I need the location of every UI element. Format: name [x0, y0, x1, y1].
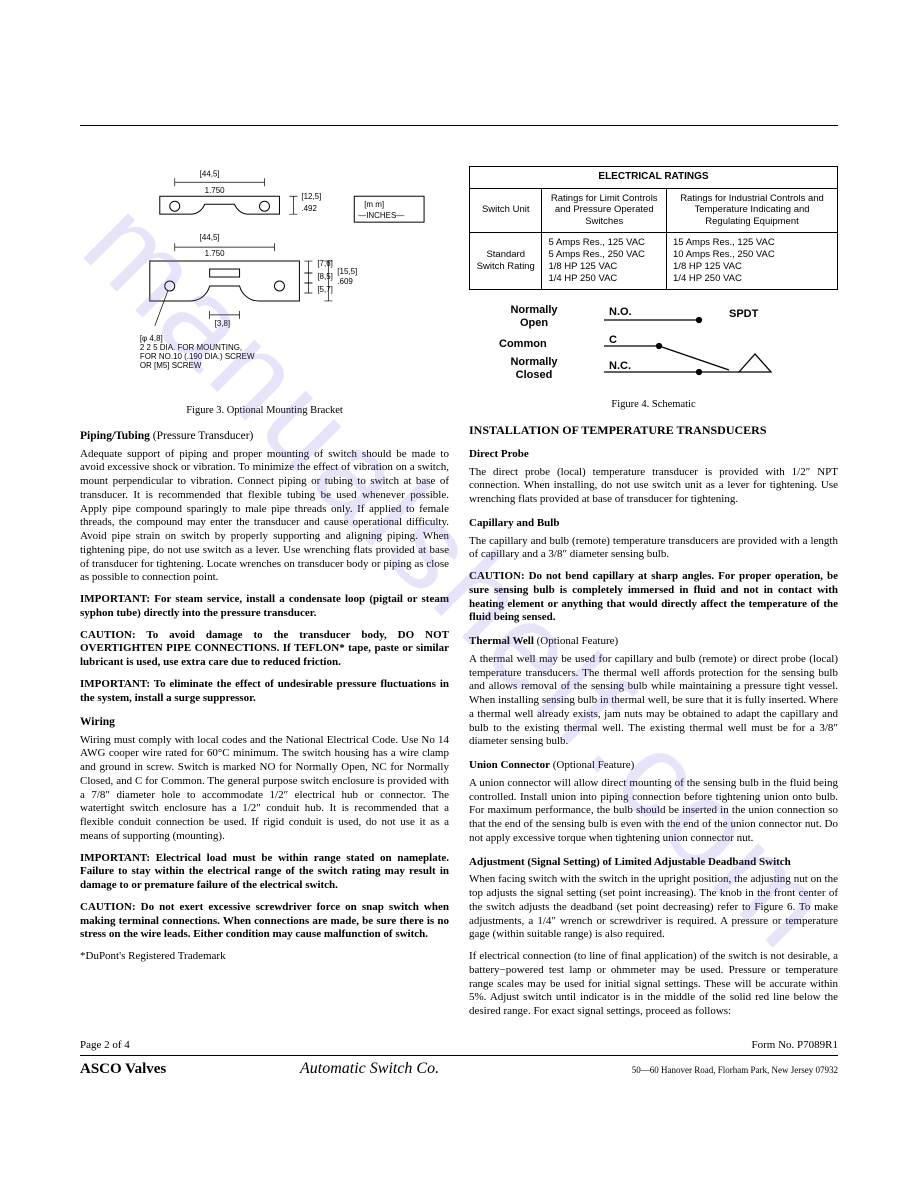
piping-heading: Piping/Tubing (Pressure Transducer) — [80, 429, 449, 443]
piping-body: Adequate support of piping and proper mo… — [80, 448, 449, 586]
page-number: Page 2 of 4 — [80, 1039, 130, 1051]
left-column: [44,5] 1.750 [12,5] .492 [m m] —INCHES— — [80, 166, 449, 1027]
table-h1: Switch Unit — [470, 188, 542, 233]
table-h2: Ratings for Limit Controls and Pressure … — [542, 188, 667, 233]
svg-text:[44,5]: [44,5] — [200, 233, 220, 242]
table-r1c1: Standard Switch Rating — [470, 233, 542, 290]
schematic-figure: Normally Open Common Normally Closed N.O… — [469, 300, 838, 390]
svg-text:OR [M5] SCREW: OR [M5] SCREW — [140, 361, 202, 370]
table-h3: Ratings for Industrial Controls and Temp… — [667, 188, 838, 233]
top-rule — [80, 125, 838, 126]
table-r1c3: 15 Amps Res., 125 VAC 10 Amps Res., 250 … — [667, 233, 838, 290]
svg-text:[8,5]: [8,5] — [317, 272, 333, 281]
thermal-well-body: A thermal well may be used for capillary… — [469, 653, 838, 749]
thermal-well-heading: Thermal Well (Optional Feature) — [469, 635, 838, 649]
page: manualshelf.com [44,5 — [0, 0, 918, 1138]
svg-text:[3,8]: [3,8] — [215, 319, 231, 328]
brand: ASCO Valves — [80, 1061, 300, 1078]
capillary-body: The capillary and bulb (remote) temperat… — [469, 535, 838, 563]
two-column-layout: [44,5] 1.750 [12,5] .492 [m m] —INCHES— — [80, 166, 838, 1027]
figure-3-caption: Figure 3. Optional Mounting Bracket — [80, 404, 449, 417]
svg-text:[7,6]: [7,6] — [317, 259, 333, 268]
svg-text:.492: .492 — [301, 204, 317, 213]
footer-rule — [80, 1055, 838, 1056]
capillary-caution: CAUTION: Do not bend capillary at sharp … — [469, 570, 838, 625]
caution-overtighten: CAUTION: To avoid damage to the transduc… — [80, 629, 449, 670]
footer-row-2: ASCO Valves Automatic Switch Co. 50—60 H… — [80, 1060, 838, 1078]
adjustment-body-1: When facing switch with the switch in th… — [469, 873, 838, 942]
table-r1c2: 5 Amps Res., 125 VAC 5 Amps Res., 250 VA… — [542, 233, 667, 290]
electrical-ratings-table: ELECTRICAL RATINGS Switch Unit Ratings f… — [469, 166, 838, 290]
direct-probe-body: The direct probe (local) temperature tra… — [469, 466, 838, 507]
adjustment-body-2: If electrical connection (to line of fin… — [469, 950, 838, 1019]
wiring-heading: Wiring — [80, 715, 449, 729]
adjustment-heading: Adjustment (Signal Setting) of Limited A… — [469, 856, 838, 870]
svg-text:[12,5]: [12,5] — [301, 192, 321, 201]
capillary-heading: Capillary and Bulb — [469, 517, 838, 531]
svg-text:.609: .609 — [337, 277, 353, 286]
svg-text:[φ 4,8]: [φ 4,8] — [140, 334, 163, 343]
install-heading: INSTALLATION OF TEMPERATURE TRANSDUCERS — [469, 423, 838, 438]
svg-text:[5,7]: [5,7] — [317, 285, 333, 294]
svg-text:[m m]: [m m] — [364, 200, 384, 209]
svg-text:[15,5]: [15,5] — [337, 267, 357, 276]
form-number: Form No. P7089R1 — [752, 1039, 839, 1051]
mounting-bracket-figure: [44,5] 1.750 [12,5] .492 [m m] —INCHES— — [80, 166, 449, 396]
direct-probe-heading: Direct Probe — [469, 448, 838, 462]
address: 50—60 Hanover Road, Florham Park, New Je… — [558, 1065, 838, 1075]
dim-top-w: [44,5] — [200, 169, 220, 178]
svg-text:FOR NO.10 (.190 DIA.) SCREW: FOR NO.10 (.190 DIA.) SCREW — [140, 352, 255, 361]
figure-4-caption: Figure 4. Schematic — [469, 398, 838, 411]
wiring-body: Wiring must comply with local codes and … — [80, 734, 449, 844]
important-steam: IMPORTANT: For steam service, install a … — [80, 593, 449, 621]
svg-text:2 2 5 DIA. FOR MOUNTING,: 2 2 5 DIA. FOR MOUNTING, — [140, 343, 242, 352]
table-title: ELECTRICAL RATINGS — [470, 167, 838, 189]
right-column: ELECTRICAL RATINGS Switch Unit Ratings f… — [469, 166, 838, 1027]
trademark-note: *DuPont's Registered Trademark — [80, 950, 449, 964]
footer-row-1: Page 2 of 4 Form No. P7089R1 — [80, 1039, 838, 1051]
svg-text:1.750: 1.750 — [205, 249, 226, 258]
union-heading: Union Connector (Optional Feature) — [469, 759, 838, 773]
caution-screwdriver: CAUTION: Do not exert excessive screwdri… — [80, 901, 449, 942]
important-load: IMPORTANT: Electrical load must be withi… — [80, 852, 449, 893]
union-body: A union connector will allow direct moun… — [469, 777, 838, 846]
svg-text:—INCHES—: —INCHES— — [358, 211, 404, 220]
svg-text:1.750: 1.750 — [205, 186, 226, 195]
company: Automatic Switch Co. — [300, 1060, 558, 1078]
important-surge: IMPORTANT: To eliminate the effect of un… — [80, 678, 449, 706]
